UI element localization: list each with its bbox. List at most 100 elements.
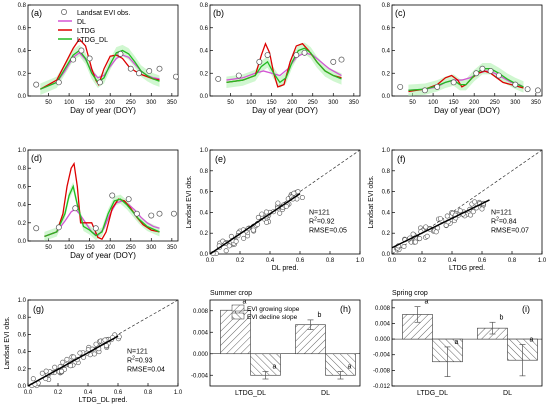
x-tick-label: 200: [105, 245, 116, 251]
y-axis-label: Landsat EVI obs.: [4, 316, 11, 369]
x-tick-label: 250: [308, 100, 319, 106]
scatter-point: [233, 238, 239, 244]
scatter-point: [52, 364, 58, 370]
scatter-point: [71, 354, 77, 360]
stat-text: N=121: [491, 209, 512, 216]
y-tick-label: 0.0: [382, 252, 391, 258]
scatter-point: [59, 368, 65, 374]
y-tick-label: 0.000: [193, 352, 209, 358]
scatter-point: [93, 341, 99, 347]
y-tick-label: 1.0: [18, 148, 27, 154]
x-tick-label: 150: [449, 100, 460, 106]
stat-text: RMSE=0.04: [127, 366, 165, 373]
y-tick-label: 0.4: [200, 49, 209, 55]
y-tick-label: 0.0: [18, 384, 27, 390]
y-tick-label: -0.004: [373, 353, 391, 359]
y-tick-label: 0.8: [18, 166, 27, 172]
obs-point: [170, 210, 177, 217]
y-tick-label: 0.0: [200, 94, 209, 100]
y-tick-label: 0.4: [200, 210, 209, 216]
y-tick-label: 0.0: [18, 94, 27, 100]
scatter-point: [472, 199, 478, 205]
panel-label: (h): [340, 304, 351, 314]
y-tick-label: 1.0: [382, 148, 391, 154]
y-tick-label: 0.2: [18, 221, 27, 227]
obs-point: [55, 224, 62, 231]
obs-point: [148, 212, 155, 219]
x-tick-label: 150: [267, 100, 278, 106]
obs-point: [172, 73, 179, 80]
x-axis-label: Day of year (DOY): [70, 251, 136, 260]
x-axis-label: DL pred.: [272, 265, 299, 272]
x-tick-label: 1.0: [174, 390, 183, 396]
scatter-point: [299, 195, 305, 201]
x-axis-label: Day of year (DOY): [70, 106, 136, 115]
x-tick-label: 0.6: [296, 258, 305, 264]
panel-label: (c): [395, 8, 406, 18]
x-tick-label: 350: [349, 100, 360, 106]
obs-point: [421, 87, 428, 94]
legend-entry: LTDG: [77, 28, 95, 35]
panel-label: (d): [31, 153, 42, 163]
x-tick-label: 350: [531, 100, 542, 106]
plot-frame: [209, 299, 361, 387]
y-tick-label: 0.8: [18, 315, 27, 321]
x-tick-label: 50: [45, 100, 52, 106]
x-category-label: LTDG_DL: [417, 390, 448, 397]
y-tick-label: 0.4: [18, 203, 27, 209]
x-tick-label: 300: [146, 100, 157, 106]
obs-point: [434, 83, 441, 90]
x-tick-label: 100: [246, 100, 257, 106]
scatter-point: [470, 209, 476, 215]
x-tick-label: 0.2: [236, 258, 245, 264]
obs-point: [78, 47, 85, 54]
obs-point: [473, 70, 480, 77]
y-tick-label: 0.6: [18, 332, 27, 338]
scatter-point: [444, 213, 450, 219]
scatter-point: [479, 206, 485, 212]
y-tick-label: 0.6: [382, 190, 391, 196]
plot-frame: [391, 149, 543, 255]
legend-entry: Landsat EVI obs.: [77, 10, 130, 17]
stat-text: RMSE=0.07: [491, 227, 529, 234]
y-tick-label: 0.8: [200, 169, 209, 175]
x-tick-label: 0.6: [478, 258, 487, 264]
x-tick-label: 0.8: [326, 258, 335, 264]
significance-letter: a: [455, 339, 459, 346]
obs-point: [133, 210, 140, 217]
y-tick-label: 0.8: [18, 3, 27, 9]
uncertainty-band: [40, 44, 160, 95]
y-tick-label: -0.008: [373, 368, 391, 374]
y-tick-label: 0.008: [193, 309, 209, 315]
x-tick-label: 150: [85, 245, 96, 251]
scatter-point: [68, 363, 74, 369]
x-tick-label: 0.8: [508, 258, 517, 264]
obs-point: [534, 87, 541, 94]
plot-frame: [209, 149, 361, 255]
series-line-ltdg-dl: [226, 47, 342, 84]
x-tick-label: 0.2: [54, 390, 63, 396]
scatter-point: [91, 351, 97, 357]
y-tick-label: 0.4: [382, 210, 391, 216]
stat-text: R2=0.84: [491, 216, 517, 225]
obs-point: [136, 70, 142, 77]
uncertainty-band: [226, 42, 342, 89]
significance-letter: a: [243, 298, 247, 305]
x-tick-label: 0.0: [24, 390, 33, 396]
legend-marker: [61, 9, 67, 15]
x-axis-label: Day of year (DOY): [252, 106, 318, 115]
x-tick-label: 1.0: [356, 258, 365, 264]
obs-point: [215, 75, 222, 82]
plot-frame: [391, 299, 543, 387]
x-tick-label: 0.2: [418, 258, 427, 264]
scatter-point: [437, 216, 443, 222]
scatter-point: [423, 224, 429, 230]
legend-entry: DL: [77, 19, 86, 26]
scatter-point: [223, 248, 229, 254]
x-tick-label: 0.0: [206, 258, 215, 264]
y-tick-label: 0.4: [18, 49, 27, 55]
stat-text: RMSE=0.05: [309, 227, 347, 234]
y-axis-label: Landsat EVI obs.: [186, 175, 193, 228]
y-tick-label: 0.8: [200, 3, 209, 9]
scatter-point: [264, 219, 270, 225]
